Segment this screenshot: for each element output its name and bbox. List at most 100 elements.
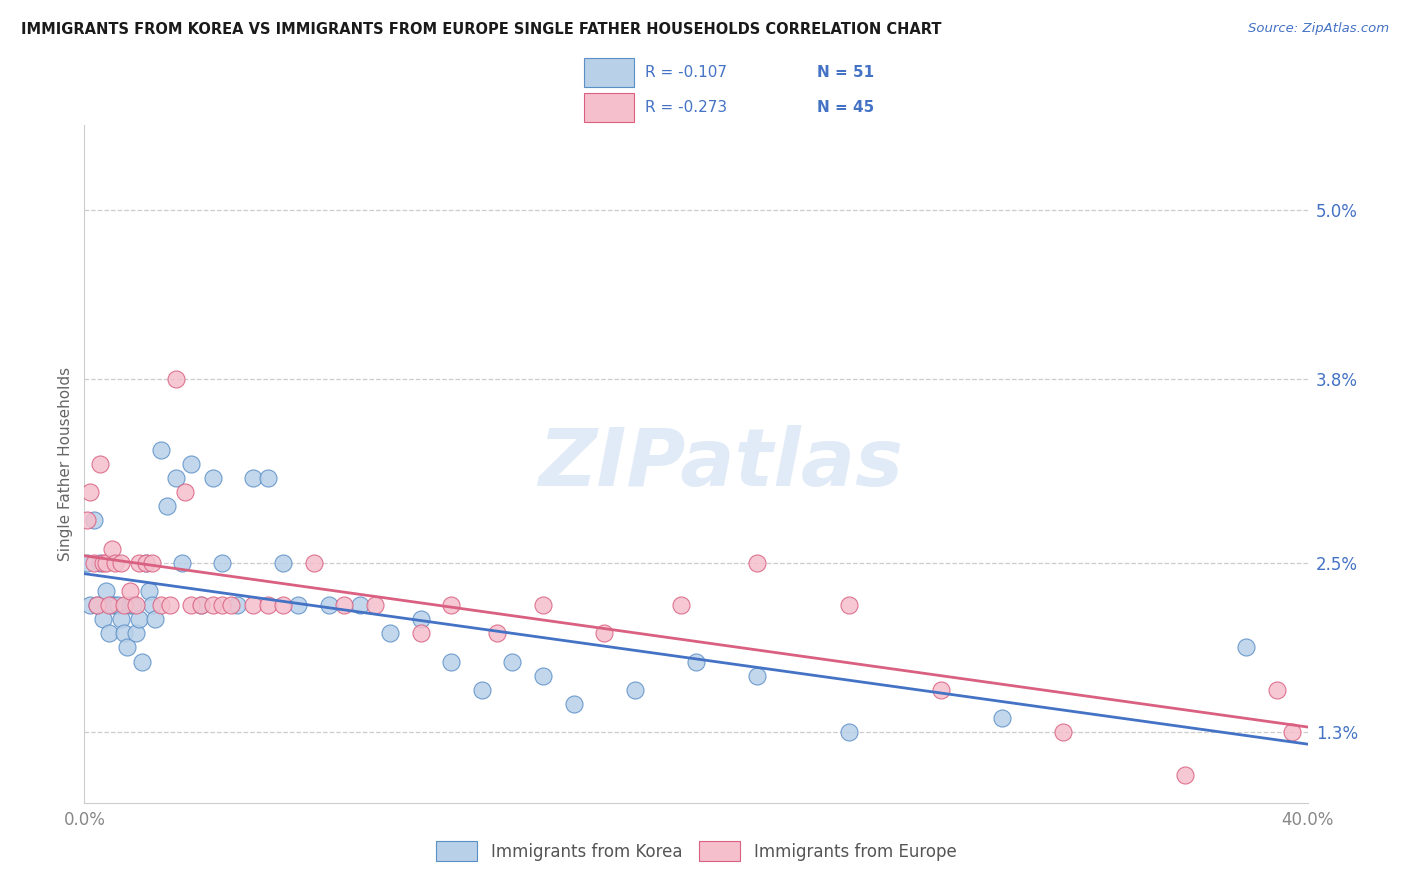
Point	[83, 556, 105, 570]
Point	[271, 598, 294, 612]
Point	[624, 682, 647, 697]
Point	[440, 655, 463, 669]
Point	[380, 626, 402, 640]
Point	[1052, 725, 1074, 739]
Point	[125, 598, 148, 612]
Point	[120, 598, 142, 612]
Point	[91, 556, 114, 570]
Text: ZIPatlas: ZIPatlas	[538, 425, 903, 503]
Legend: Immigrants from Korea, Immigrants from Europe: Immigrants from Korea, Immigrants from E…	[427, 833, 965, 869]
Text: N = 51: N = 51	[817, 64, 873, 79]
Point	[242, 598, 264, 612]
Point	[838, 725, 860, 739]
Point	[838, 598, 860, 612]
Point	[101, 598, 124, 612]
Point	[242, 471, 264, 485]
Point	[180, 598, 202, 612]
Point	[929, 682, 952, 697]
Point	[502, 655, 524, 669]
Point	[669, 598, 692, 612]
Point	[94, 583, 117, 598]
Point	[201, 471, 224, 485]
Point	[128, 612, 150, 626]
Point	[125, 626, 148, 640]
Point	[1234, 640, 1257, 655]
Point	[110, 612, 132, 626]
Point	[128, 556, 150, 570]
Point	[991, 711, 1014, 725]
Point	[486, 626, 509, 640]
Point	[364, 598, 387, 612]
Point	[190, 598, 212, 612]
Point	[531, 598, 554, 612]
Text: R = -0.273: R = -0.273	[644, 100, 727, 115]
Point	[104, 598, 127, 612]
Point	[79, 598, 101, 612]
Text: N = 45: N = 45	[817, 100, 875, 115]
Text: R = -0.107: R = -0.107	[644, 64, 727, 79]
Point	[135, 556, 157, 570]
Point	[143, 612, 166, 626]
Point	[409, 626, 432, 640]
Point	[174, 485, 197, 500]
Point	[94, 556, 117, 570]
Point	[471, 682, 494, 697]
Point	[1281, 725, 1303, 739]
Point	[89, 556, 111, 570]
Point	[211, 556, 233, 570]
Point	[135, 556, 157, 570]
Point	[271, 556, 294, 570]
Point	[593, 626, 616, 640]
Point	[531, 669, 554, 683]
Point	[201, 598, 224, 612]
Point	[115, 640, 138, 655]
Point	[747, 556, 769, 570]
Y-axis label: Single Father Households: Single Father Households	[58, 367, 73, 561]
Point	[156, 500, 179, 514]
Point	[110, 556, 132, 570]
Point	[287, 598, 309, 612]
Point	[257, 598, 280, 612]
Point	[226, 598, 249, 612]
Point	[107, 598, 129, 612]
Point	[86, 598, 108, 612]
Point	[138, 583, 160, 598]
Point	[122, 598, 145, 612]
Point	[112, 626, 135, 640]
Point	[89, 457, 111, 471]
Point	[211, 598, 233, 612]
Point	[180, 457, 202, 471]
Point	[112, 598, 135, 612]
Point	[1265, 682, 1288, 697]
Point	[333, 598, 356, 612]
Point	[149, 598, 172, 612]
Text: Source: ZipAtlas.com: Source: ZipAtlas.com	[1249, 22, 1389, 36]
Point	[141, 556, 163, 570]
Point	[302, 556, 325, 570]
Point	[318, 598, 340, 612]
Point	[101, 541, 124, 556]
Point	[219, 598, 242, 612]
Point	[83, 513, 105, 527]
Point	[104, 556, 127, 570]
Text: IMMIGRANTS FROM KOREA VS IMMIGRANTS FROM EUROPE SINGLE FATHER HOUSEHOLDS CORRELA: IMMIGRANTS FROM KOREA VS IMMIGRANTS FROM…	[21, 22, 942, 37]
Point	[97, 626, 120, 640]
Point	[562, 697, 585, 711]
Point	[685, 655, 707, 669]
Point	[190, 598, 212, 612]
Point	[440, 598, 463, 612]
Point	[172, 556, 194, 570]
Point	[349, 598, 371, 612]
Point	[257, 471, 280, 485]
Point	[409, 612, 432, 626]
Point	[120, 583, 142, 598]
Point	[165, 471, 187, 485]
FancyBboxPatch shape	[583, 94, 634, 122]
Point	[747, 669, 769, 683]
Point	[76, 513, 98, 527]
Point	[91, 612, 114, 626]
Point	[79, 485, 101, 500]
FancyBboxPatch shape	[583, 58, 634, 87]
Point	[97, 598, 120, 612]
Point	[1174, 767, 1197, 781]
